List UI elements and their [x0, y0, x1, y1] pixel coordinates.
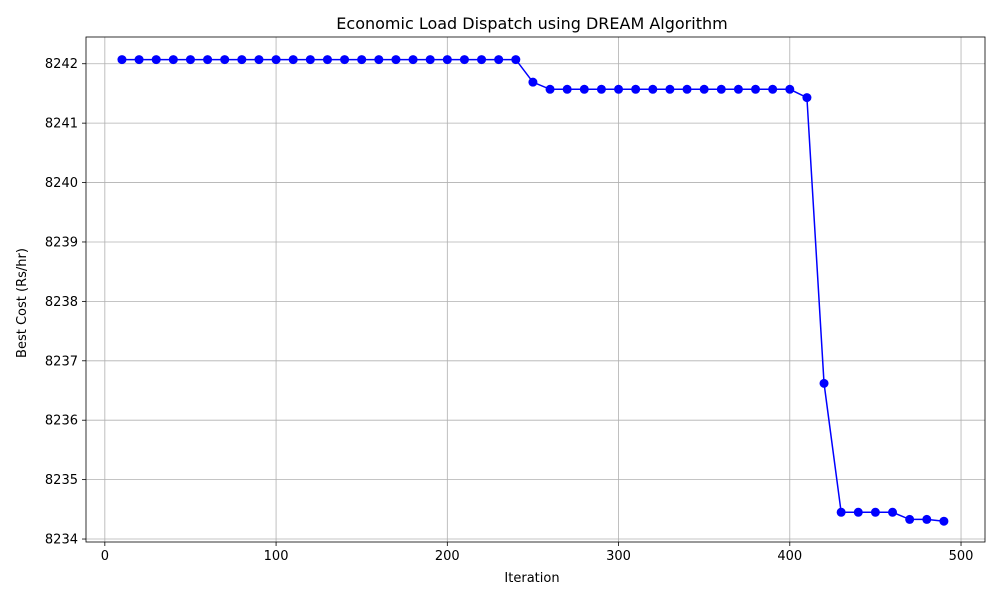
y-tick-label: 8237: [45, 354, 78, 369]
data-point: [905, 514, 915, 524]
data-point: [768, 84, 778, 94]
data-point: [305, 55, 315, 65]
data-point: [870, 507, 880, 517]
data-point: [802, 93, 812, 103]
data-point: [631, 84, 641, 94]
x-tick-label: 0: [101, 549, 109, 564]
data-point: [442, 55, 452, 65]
data-point: [528, 77, 538, 87]
y-tick-label: 8239: [45, 235, 78, 250]
y-tick-label: 8234: [45, 533, 78, 548]
chart-title: Economic Load Dispatch using DREAM Algor…: [336, 14, 727, 33]
data-point: [117, 55, 127, 65]
x-tick-label: 300: [606, 549, 631, 564]
data-point: [614, 84, 624, 94]
data-point: [151, 55, 161, 65]
data-point: [408, 55, 418, 65]
data-point: [785, 84, 795, 94]
data-point: [682, 84, 692, 94]
x-axis-label: Iteration: [504, 571, 559, 586]
y-tick-label: 8235: [45, 473, 78, 488]
x-tick-label: 500: [949, 549, 974, 564]
data-point: [888, 507, 898, 517]
data-point: [596, 84, 606, 94]
data-point: [185, 55, 195, 65]
axes-frame: [85, 36, 986, 543]
y-axis-label: Best Cost (Rs/hr): [15, 248, 30, 358]
data-point: [288, 55, 298, 65]
data-point: [665, 84, 675, 94]
data-point: [648, 84, 658, 94]
data-point: [477, 55, 487, 65]
data-point: [579, 84, 589, 94]
data-point: [203, 55, 213, 65]
data-point: [819, 378, 829, 388]
y-tick-label: 8240: [45, 176, 78, 191]
data-point: [391, 55, 401, 65]
data-point: [425, 55, 435, 65]
data-point: [511, 55, 521, 65]
data-point: [716, 84, 726, 94]
data-point: [545, 84, 555, 94]
x-tick-label: 100: [264, 549, 289, 564]
data-point: [562, 84, 572, 94]
data-point: [733, 84, 743, 94]
data-point: [237, 55, 247, 65]
y-tick-label: 8236: [45, 414, 78, 429]
plot-area: 0 100 200 300 400 500 8234 8235 8236 8237 8238 8239…: [45, 36, 986, 564]
data-point: [922, 514, 932, 524]
data-point: [357, 55, 367, 65]
data-point: [168, 55, 178, 65]
data-point: [271, 55, 281, 65]
data-point: [751, 84, 761, 94]
data-point: [853, 507, 863, 517]
data-point: [836, 507, 846, 517]
x-tick-label: 200: [435, 549, 460, 564]
x-tick-label: 400: [777, 549, 802, 564]
data-point: [134, 55, 144, 65]
y-tick-label: 8242: [45, 57, 78, 72]
data-point: [322, 55, 332, 65]
data-point: [494, 55, 504, 65]
y-tick-label: 8241: [45, 117, 78, 132]
y-tick-label: 8238: [45, 295, 78, 310]
data-point: [699, 84, 709, 94]
data-point: [220, 55, 230, 65]
data-point: [340, 55, 350, 65]
data-point: [459, 55, 469, 65]
data-point: [939, 516, 949, 526]
data-point: [254, 55, 264, 65]
data-point: [374, 55, 384, 65]
